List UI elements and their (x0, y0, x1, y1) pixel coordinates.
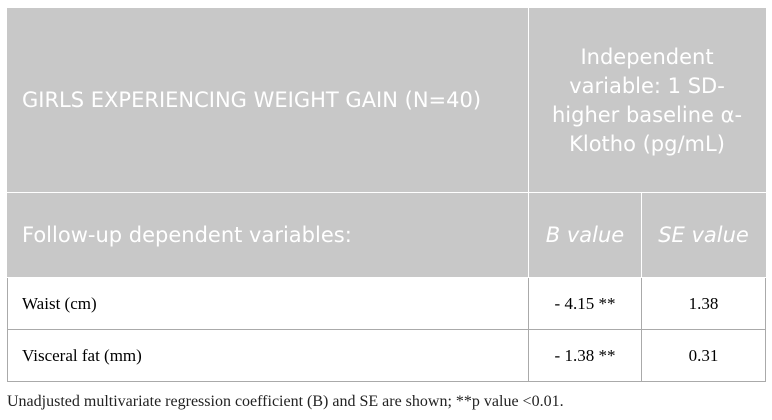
independent-header: Independent variable: 1 SD-higher baseli… (527, 8, 767, 193)
table-row: Visceral fat (mm) - 1.38 ** 0.31 (7, 329, 767, 382)
row-label: Waist (cm) (7, 277, 529, 330)
group-header: GIRLS EXPERIENCING WEIGHT GAIN (N=40) (7, 8, 529, 193)
subheader-row: Follow-up dependent variables: B value S… (7, 192, 767, 278)
cell: 1.38 (640, 277, 767, 330)
row-label: Visceral fat (mm) (7, 329, 529, 382)
header-row: GIRLS EXPERIENCING WEIGHT GAIN (N=40) In… (7, 8, 767, 193)
footnote: Unadjusted multivariate regression coeff… (7, 393, 564, 410)
column-header: B value (528, 192, 642, 278)
data-table: GIRLS EXPERIENCING WEIGHT GAIN (N=40) In… (7, 8, 767, 382)
table-row: Waist (cm) - 4.15 ** 1.38 (7, 277, 767, 330)
cell: - 1.38 ** (528, 329, 642, 382)
row-label-header: Follow-up dependent variables: (7, 192, 529, 278)
cell: 0.31 (640, 329, 767, 382)
cell: - 4.15 ** (528, 277, 642, 330)
column-header: SE value (640, 192, 767, 278)
